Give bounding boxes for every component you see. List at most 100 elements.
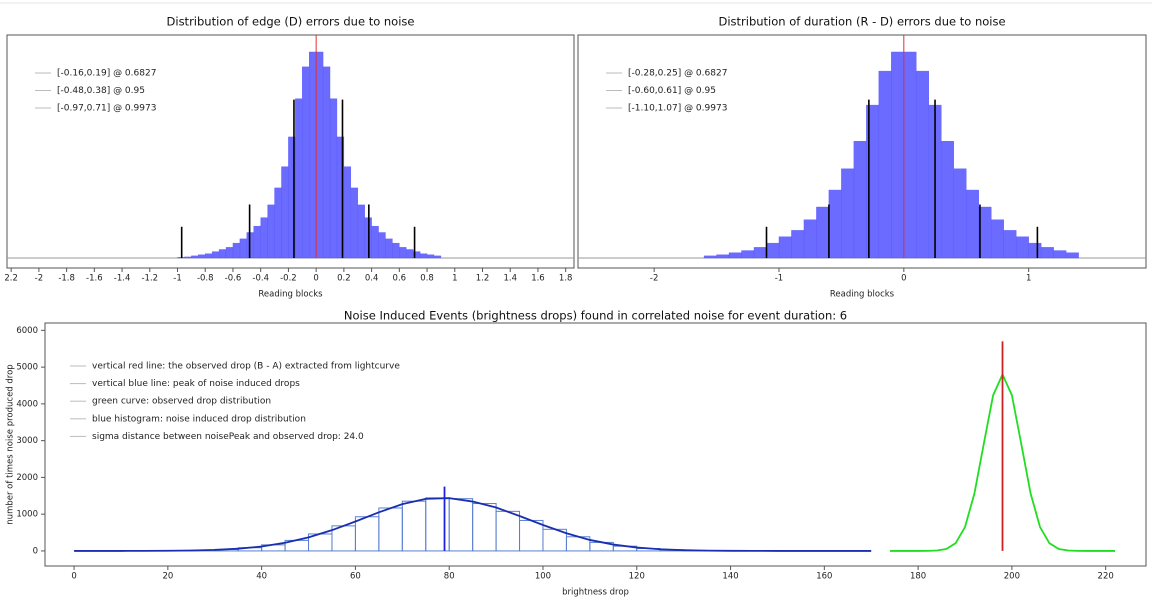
histogram-bar: [433, 255, 442, 259]
histogram-bar: [399, 247, 407, 259]
histogram-bar: [253, 225, 261, 259]
legend-label: sigma distance between noisePeak and obs…: [92, 432, 364, 442]
histogram-bar: [371, 225, 379, 259]
x-tick-label: 1.2: [476, 274, 490, 284]
histogram-bar: [357, 204, 365, 259]
legend-label: green curve: observed drop distribution: [92, 397, 271, 407]
y-tick-label: 5000: [16, 363, 38, 373]
x-tick-label: -1.4: [114, 274, 131, 284]
histogram-bar: [816, 206, 830, 259]
x-tick-label: 1.6: [531, 274, 545, 284]
histogram-bar: [426, 254, 435, 259]
x-tick-label: -1: [173, 274, 181, 284]
histogram-bar: [184, 256, 192, 259]
x-tick-label: 1: [452, 274, 457, 284]
x-tick-label: 140: [722, 572, 738, 582]
histogram-bar: [302, 66, 310, 259]
histogram-bar: [239, 238, 248, 259]
x-tick-label: -1: [775, 274, 783, 284]
x-tick-label: -0.2: [280, 274, 297, 284]
histogram-bar: [1053, 250, 1067, 259]
y-tick-label: 6000: [16, 326, 38, 336]
histogram-bar: [891, 51, 905, 259]
x-tick-label: 60: [350, 572, 361, 582]
histogram-bar: [828, 189, 842, 259]
x-tick-label: 220: [1098, 572, 1114, 582]
histogram-bar: [903, 51, 917, 259]
histogram-bar: [753, 247, 767, 259]
histogram-bar: [791, 230, 805, 259]
chart-title: Distribution of edge (D) errors due to n…: [167, 15, 415, 29]
x-tick-label: 0.6: [393, 274, 407, 284]
x-tick-label: 0.8: [420, 274, 434, 284]
histogram-bar: [716, 254, 730, 259]
histogram-bar: [1040, 247, 1054, 259]
x-tick-label: 0.4: [365, 274, 379, 284]
y-tick-label: 1000: [16, 510, 38, 520]
legend-label: blue histogram: noise induced drop distr…: [92, 414, 306, 424]
x-tick-label: 120: [629, 572, 645, 582]
histogram-bar: [878, 70, 892, 259]
x-tick-label: 1: [1026, 274, 1031, 284]
x-tick-label: 0.2: [337, 274, 351, 284]
histogram-bar: [232, 242, 241, 259]
histogram-bar: [198, 254, 206, 259]
histogram-bar: [1003, 230, 1017, 259]
x-tick-label: -1.2: [141, 274, 158, 284]
histogram-bar: [378, 232, 386, 259]
legend-label: [-0.60,0.61] @ 0.95: [628, 86, 716, 96]
histogram-bar: [966, 189, 979, 259]
histogram-bar: [295, 98, 303, 259]
x-tick-label: -1.6: [86, 274, 103, 284]
histogram-bar: [991, 219, 1004, 259]
histogram-bar: [941, 140, 954, 259]
histogram-bar: [329, 98, 338, 259]
x-tick-label: 80: [444, 572, 455, 582]
histogram-bar: [218, 249, 227, 259]
x-tick-label: 0: [901, 274, 906, 284]
histogram-bar: [343, 166, 352, 259]
histogram-bar: [803, 219, 817, 259]
x-axis-label: Reading blocks: [258, 290, 323, 300]
histogram-bar: [1065, 252, 1079, 259]
plot-frame: [6, 34, 575, 269]
legend-label: [-1.10,1.07] @ 0.9973: [628, 104, 727, 114]
x-tick-label: -0.6: [225, 274, 242, 284]
histogram-bar: [385, 238, 393, 259]
histogram-bar: [916, 70, 929, 259]
y-tick-label: 2000: [16, 473, 38, 483]
plot-frame: [44, 322, 1147, 567]
legend-label: vertical blue line: peak of noise induce…: [92, 379, 300, 389]
histogram-bar: [853, 140, 867, 259]
histogram-bar: [309, 51, 317, 259]
histogram-bar: [260, 217, 268, 259]
histogram-bar: [778, 236, 792, 259]
x-tick-label: 160: [816, 572, 832, 582]
x-tick-label: 100: [535, 572, 551, 582]
x-axis-label: brightness drop: [562, 588, 629, 597]
histogram-bar: [350, 187, 358, 259]
x-tick-label: 1.4: [503, 274, 517, 284]
x-tick-label: 2.2: [4, 274, 18, 284]
histogram-bar: [841, 168, 855, 259]
legend-label: vertical red line: the observed drop (B …: [92, 362, 400, 372]
x-tick-label: 0: [313, 274, 318, 284]
x-tick-label: -2: [650, 274, 658, 284]
x-tick-label: 200: [1004, 572, 1020, 582]
x-tick-label: 180: [910, 572, 926, 582]
y-axis-label: number of times noise produced drop: [6, 364, 16, 524]
histogram-bar: [211, 251, 220, 259]
x-axis-label: Reading blocks: [830, 290, 895, 300]
histogram-bar: [281, 166, 289, 259]
legend-label: [-0.16,0.19] @ 0.6827: [57, 69, 156, 79]
histogram-bar: [392, 242, 400, 259]
legend-label: [-0.97,0.71] @ 0.9973: [57, 104, 156, 114]
x-tick-label: 40: [256, 572, 267, 582]
histogram-bar: [322, 66, 331, 259]
histogram-bar: [267, 204, 275, 259]
histogram-bar: [728, 252, 742, 259]
x-tick-label: 0: [71, 572, 76, 582]
histogram-bar: [953, 168, 967, 259]
x-tick-label: -2: [35, 274, 43, 284]
